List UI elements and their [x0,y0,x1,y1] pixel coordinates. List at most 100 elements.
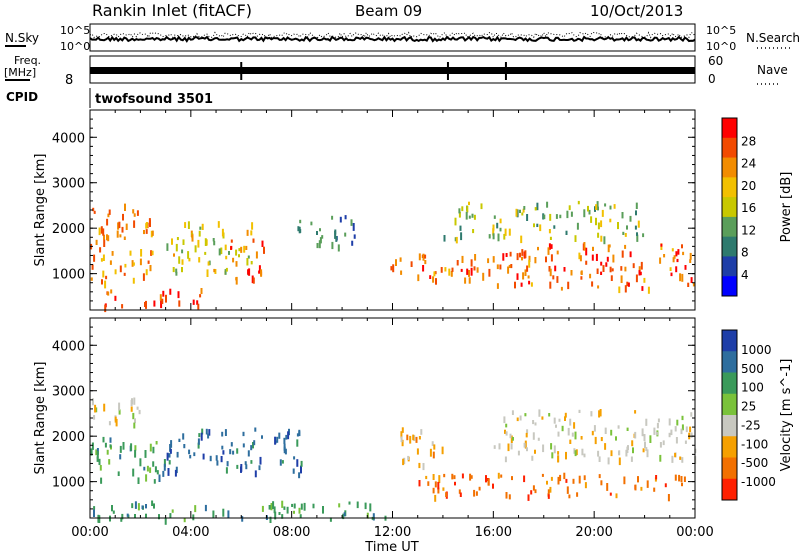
y-axis-title: Slant Range [km] [33,154,48,267]
data-cell [96,451,99,459]
data-cell [338,503,341,508]
data-cell [148,218,151,226]
data-cell [615,436,617,441]
data-cell [247,450,250,457]
data-cell [145,269,148,276]
data-cell [99,247,102,253]
data-cell [144,450,147,458]
data-cell [102,436,105,443]
data-cell [548,229,551,234]
data-cell [162,470,165,477]
data-cell [434,494,437,502]
data-cell [469,473,472,481]
data-cell [197,438,200,445]
data-cell [534,257,537,264]
data-cells [90,397,697,525]
data-cell [261,240,264,247]
colorbar-swatch [722,330,737,352]
data-cell [568,205,571,211]
data-cell [504,228,507,236]
data-cell [577,200,580,205]
data-cell [598,474,601,479]
data-cell [292,468,295,474]
data-cell [553,445,556,454]
data-cell [629,215,632,222]
data-cell [621,250,624,258]
data-cell [581,448,584,456]
data-cell [602,265,605,272]
data-cell [102,228,105,236]
colorbar-tick-label: -1000 [741,475,776,489]
data-cell [573,448,576,454]
data-cell [166,452,169,461]
y-tick-label: 4000 [52,339,85,354]
data-cell [130,406,133,412]
data-cell [612,254,615,263]
data-cell [549,281,552,289]
data-cell [401,439,404,447]
data-cell [129,250,132,256]
data-cell [564,416,566,421]
data-cell [634,484,637,491]
data-cell [545,256,547,263]
beam-title: Beam 09 [355,2,422,20]
colorbar-swatch [722,216,737,238]
colorbar-tick-label: -500 [741,456,768,470]
data-cell [93,210,96,214]
data-cell [177,291,180,299]
data-cell [441,446,444,455]
data-cell [496,222,499,229]
data-cell [608,244,611,248]
nsearch-label: N.Search [746,31,800,45]
data-cell [493,445,496,449]
data-cell [492,256,495,263]
data-cell [549,486,552,493]
data-cell [523,442,526,448]
data-cell [551,452,554,459]
data-cell [605,262,608,267]
data-cell [600,220,603,228]
nave-tick-top: 60 [708,54,723,68]
data-cell [571,432,574,437]
data-cell [114,295,117,301]
data-cell [528,259,531,268]
data-cell [473,489,476,497]
data-cell [631,440,634,447]
data-cell [583,242,586,250]
data-cell [597,206,599,211]
data-cell [508,264,511,268]
data-cell [149,265,152,272]
data-cell [169,288,172,295]
data-cell [604,427,607,434]
data-cell [187,221,190,229]
data-cell [121,226,124,233]
data-cell [459,492,462,497]
data-cell [635,210,637,216]
data-cell [492,233,495,240]
data-cell [261,505,264,512]
data-cell [169,448,172,454]
data-cell [124,263,127,268]
data-cell [153,503,155,509]
data-cell [537,246,539,251]
data-cell [131,503,134,509]
freq-unit-label: [MHz] [4,66,36,79]
data-cell [606,256,609,262]
data-cell [226,461,229,467]
data-cell [548,243,551,250]
data-cell [496,264,499,270]
data-cell [132,412,135,420]
data-cell [251,275,254,284]
data-cell [466,205,469,213]
data-cell [690,432,693,438]
cpid-label: CPID [6,90,38,104]
data-cell [655,431,658,436]
data-cell [638,270,641,276]
data-cell [254,427,257,432]
data-cell [194,245,197,253]
data-cell [122,442,125,450]
data-cell [522,272,525,280]
data-cell [458,211,461,218]
data-cell [192,299,195,305]
data-cell [119,265,122,273]
